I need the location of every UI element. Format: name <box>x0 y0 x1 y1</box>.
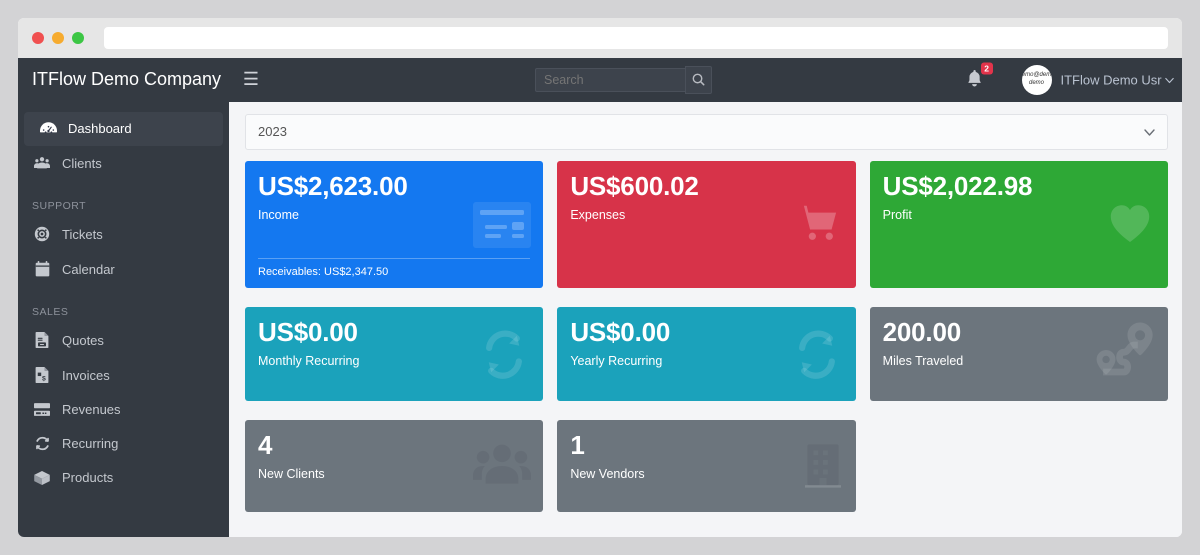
svg-text:$: $ <box>42 376 46 383</box>
